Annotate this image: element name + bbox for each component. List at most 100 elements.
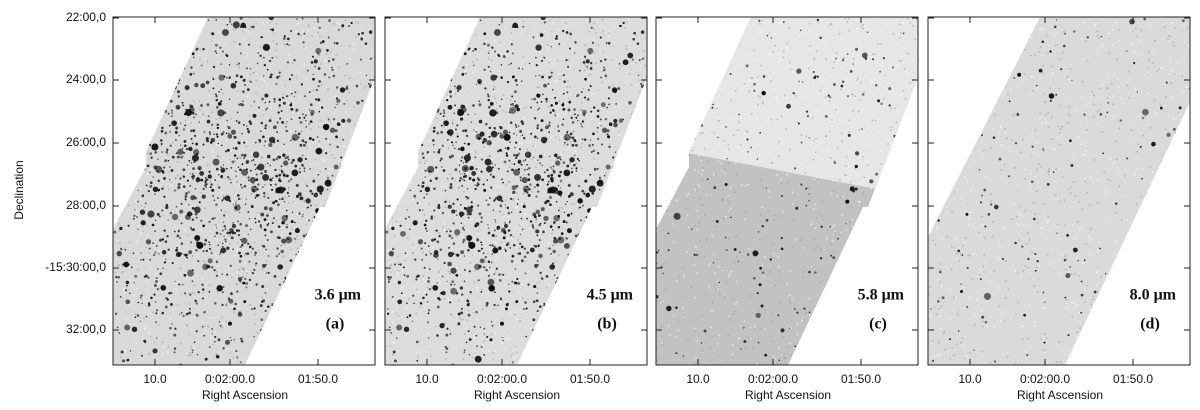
star bbox=[528, 155, 531, 158]
star bbox=[326, 179, 331, 184]
noise bbox=[522, 297, 524, 300]
star bbox=[308, 91, 311, 93]
star bbox=[233, 307, 236, 311]
panel-frame bbox=[384, 16, 648, 366]
noise bbox=[199, 48, 201, 51]
noise bbox=[628, 73, 631, 75]
noise bbox=[601, 81, 604, 84]
star bbox=[426, 66, 430, 70]
star bbox=[169, 99, 173, 103]
star bbox=[363, 139, 367, 143]
star bbox=[426, 193, 428, 195]
star bbox=[271, 28, 275, 32]
star bbox=[239, 361, 242, 364]
star bbox=[271, 180, 273, 182]
noise bbox=[547, 246, 550, 249]
noise bbox=[573, 68, 575, 71]
noise bbox=[238, 184, 241, 187]
noise bbox=[730, 270, 732, 273]
noise bbox=[319, 254, 322, 256]
star bbox=[559, 187, 562, 189]
noise bbox=[391, 321, 394, 324]
noise bbox=[321, 39, 323, 41]
star bbox=[310, 61, 314, 64]
noise bbox=[507, 327, 509, 330]
star bbox=[546, 355, 549, 358]
star bbox=[212, 195, 214, 197]
noise bbox=[590, 275, 592, 278]
noise bbox=[146, 281, 148, 283]
star bbox=[536, 292, 539, 294]
noise bbox=[337, 174, 339, 177]
star bbox=[452, 222, 455, 225]
noise bbox=[318, 140, 321, 143]
noise bbox=[464, 180, 466, 182]
noise bbox=[177, 304, 179, 306]
star bbox=[247, 211, 250, 214]
noise bbox=[546, 44, 549, 46]
star bbox=[396, 337, 398, 339]
noise bbox=[396, 255, 399, 258]
noise bbox=[292, 201, 295, 203]
noise bbox=[859, 201, 861, 203]
star bbox=[545, 274, 549, 278]
star bbox=[182, 314, 185, 318]
noise bbox=[512, 209, 515, 211]
star bbox=[233, 154, 237, 157]
star bbox=[304, 157, 307, 161]
noise bbox=[480, 20, 482, 22]
noise bbox=[281, 168, 283, 171]
star bbox=[566, 164, 570, 168]
star bbox=[486, 93, 489, 96]
noise bbox=[342, 170, 344, 172]
star bbox=[440, 124, 443, 127]
noise bbox=[372, 289, 375, 292]
noise bbox=[592, 250, 594, 252]
noise bbox=[912, 25, 914, 27]
noise bbox=[199, 64, 201, 67]
star bbox=[211, 266, 214, 269]
star bbox=[148, 247, 151, 250]
star bbox=[483, 68, 486, 71]
noise bbox=[493, 87, 496, 90]
star bbox=[497, 304, 499, 306]
star bbox=[617, 231, 625, 239]
star bbox=[567, 183, 571, 187]
noise bbox=[569, 31, 572, 34]
star bbox=[239, 254, 243, 258]
star bbox=[371, 170, 373, 173]
star bbox=[499, 133, 505, 139]
star bbox=[164, 131, 168, 135]
star bbox=[567, 269, 570, 272]
star bbox=[449, 230, 452, 233]
noise bbox=[389, 48, 392, 51]
star bbox=[226, 231, 230, 235]
noise bbox=[309, 328, 311, 330]
star bbox=[635, 307, 643, 315]
star bbox=[262, 245, 266, 248]
star bbox=[209, 133, 212, 136]
noise bbox=[359, 204, 361, 207]
noise bbox=[444, 206, 446, 208]
noise bbox=[571, 64, 573, 67]
noise bbox=[147, 293, 150, 295]
star bbox=[186, 164, 189, 167]
star bbox=[264, 170, 267, 173]
star bbox=[284, 305, 288, 309]
star bbox=[275, 174, 278, 178]
star bbox=[229, 178, 231, 181]
star bbox=[336, 98, 341, 103]
noise bbox=[633, 133, 635, 135]
noise bbox=[588, 79, 590, 82]
noise bbox=[490, 172, 493, 175]
star bbox=[562, 118, 565, 121]
star bbox=[248, 278, 252, 282]
star bbox=[364, 334, 366, 337]
noise bbox=[314, 359, 316, 362]
star bbox=[444, 34, 447, 37]
noise bbox=[641, 344, 643, 347]
noise bbox=[660, 302, 662, 304]
noise bbox=[362, 303, 364, 306]
noise bbox=[139, 114, 142, 116]
star bbox=[550, 253, 552, 255]
